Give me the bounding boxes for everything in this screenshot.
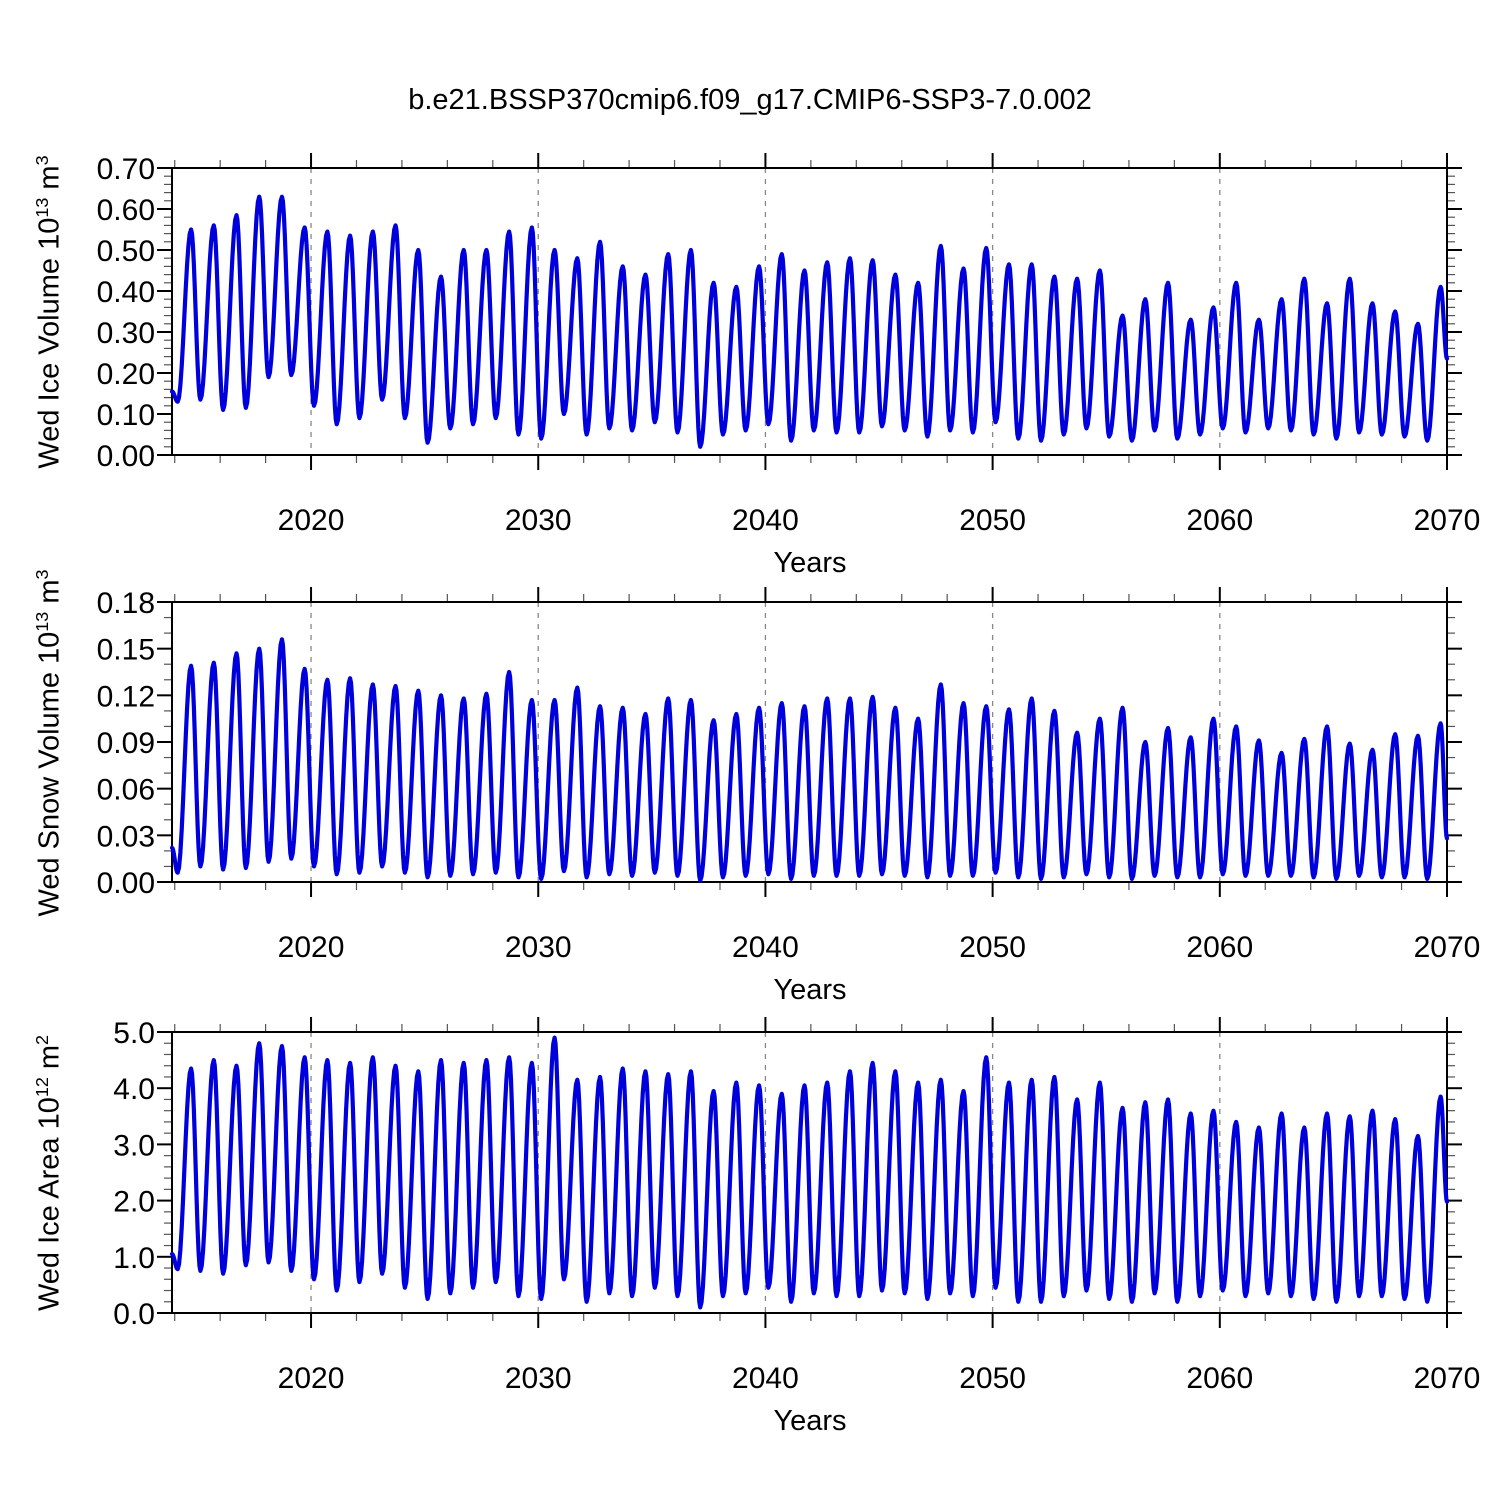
- x-tick-label: 2060: [1186, 931, 1253, 964]
- y-axis-title-ice-volume: Wed Ice Volume 1013 m3: [20, 102, 66, 522]
- x-tick-label: 2070: [1414, 1362, 1481, 1395]
- y-axis-title-unit: m: [33, 165, 66, 198]
- y-tick-label: 0.50: [97, 235, 155, 268]
- x-tick-label: 2040: [732, 1362, 799, 1395]
- series-line-wed-ice-volume: [169, 194, 1450, 449]
- x-tick-label: 2050: [959, 931, 1026, 964]
- y-axis-title-text: Wed Ice Volume 10: [33, 217, 66, 469]
- x-tick-label: 2040: [732, 931, 799, 964]
- plot-frame: [171, 601, 1448, 883]
- x-tick-label: 2020: [278, 1362, 345, 1395]
- x-tick-label: 2060: [1186, 1362, 1253, 1395]
- x-axis-title: Years: [773, 1405, 847, 1437]
- plot-frame: [171, 167, 1448, 456]
- y-tick-label: 0.06: [97, 774, 155, 807]
- y-axis-title-exponent: 13: [32, 197, 52, 218]
- y-tick-label: 0.00: [97, 867, 155, 900]
- y-tick-label: 4.0: [113, 1073, 155, 1106]
- y-tick-label: 0.12: [97, 680, 155, 713]
- y-tick-label: 0.20: [97, 358, 155, 391]
- y-tick-label: 0.70: [97, 153, 155, 186]
- y-axis-title-exponent: 12: [32, 1077, 52, 1098]
- y-tick-label: 1.0: [113, 1242, 155, 1275]
- y-tick-label: 0.09: [97, 727, 155, 760]
- x-tick-label: 2030: [505, 504, 572, 537]
- x-axis-title: Years: [773, 974, 847, 1006]
- x-tick-label: 2040: [732, 504, 799, 537]
- x-tick-label: 2060: [1186, 504, 1253, 537]
- y-tick-label: 0.0: [113, 1298, 155, 1331]
- chart-title: b.e21.BSSP370cmip6.f09_g17.CMIP6-SSP3-7.…: [408, 84, 1092, 116]
- x-tick-label: 2030: [505, 1362, 572, 1395]
- x-axis-title: Years: [773, 547, 847, 579]
- y-tick-label: 0.03: [97, 820, 155, 853]
- y-tick-label: 0.40: [97, 276, 155, 309]
- y-axis-title-unit-exponent: 3: [32, 155, 52, 166]
- y-axis-title-exponent: 13: [32, 611, 52, 632]
- y-tick-label: 0.10: [97, 399, 155, 432]
- series-line-wed-ice-area: [169, 1035, 1450, 1310]
- y-axis-title-snow-volume: Wed Snow Volume 1013 m3: [20, 533, 66, 953]
- y-axis-title-unit-exponent: 2: [32, 1034, 52, 1045]
- x-tick-label: 2070: [1414, 931, 1481, 964]
- x-tick-label: 2050: [959, 1362, 1026, 1395]
- y-axis-title-text: Wed Snow Volume 10: [33, 631, 66, 917]
- x-tick-label: 2020: [278, 931, 345, 964]
- plot-frame: [171, 1031, 1448, 1314]
- x-tick-label: 2050: [959, 504, 1026, 537]
- y-axis-title-ice-area: Wed Ice Area 1012 m2: [20, 963, 66, 1383]
- y-tick-label: 3.0: [113, 1129, 155, 1162]
- y-axis-title-unit-exponent: 3: [32, 569, 52, 580]
- x-tick-label: 2070: [1414, 504, 1481, 537]
- y-tick-label: 2.0: [113, 1186, 155, 1219]
- y-tick-label: 0.00: [97, 440, 155, 473]
- y-tick-label: 5.0: [113, 1017, 155, 1050]
- y-tick-label: 0.60: [97, 194, 155, 227]
- y-axis-title-unit: m: [33, 579, 66, 612]
- y-axis-title-unit: m: [33, 1044, 66, 1078]
- y-tick-label: 0.18: [97, 587, 155, 620]
- x-tick-label: 2030: [505, 931, 572, 964]
- y-tick-label: 0.15: [97, 634, 155, 667]
- y-tick-label: 0.30: [97, 317, 155, 350]
- series-line-wed-snow-volume: [169, 637, 1450, 883]
- x-tick-label: 2020: [278, 504, 345, 537]
- y-axis-title-text: Wed Ice Area 10: [33, 1097, 66, 1312]
